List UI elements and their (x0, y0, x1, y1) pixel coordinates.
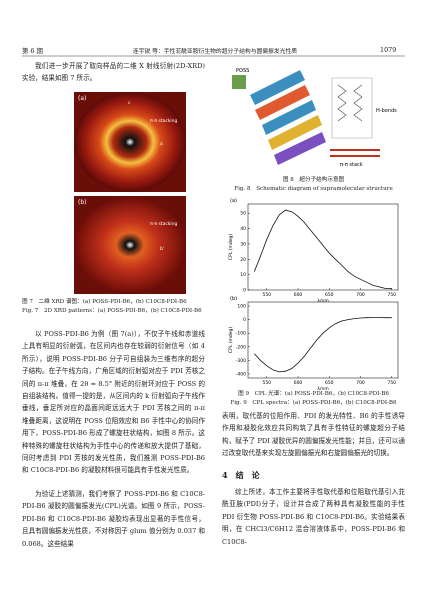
annotation: a (160, 142, 163, 147)
y-tick-label: 100 (237, 304, 246, 310)
x-tick-label: 550 (262, 380, 271, 386)
y-axis-label: CPL (mdeg) (228, 327, 234, 353)
issue: 第 6 期 (22, 47, 43, 55)
panel-label: (b) (78, 199, 87, 206)
x-tick-label: 700 (356, 292, 365, 298)
paragraph: 我们进一步开展了取向样品的二维 X 射线衍射(2D-XRD)实验，结果如图 7 … (22, 62, 205, 83)
panel-label: (a) (78, 95, 86, 102)
poss-cube (232, 75, 246, 89)
y-tick-label: 20 (240, 257, 246, 263)
caption: Fig. 8 Schematic diagram of supramolecul… (234, 186, 393, 192)
caption: Fig. 9 CPL spectra：(a) POSS-PDI-B6，(b) C… (230, 400, 397, 406)
caption: 图 8 超分子结构示意图 (282, 177, 345, 183)
annotation: π-π stacking (150, 118, 178, 124)
plot-frame (247, 203, 399, 291)
x-axis-label: λ/nm (317, 386, 328, 392)
y-tick-label: -400 (236, 371, 246, 377)
y-tick-label: -200 (236, 344, 246, 350)
x-tick-label: 600 (294, 292, 303, 298)
paragraph: 为验证上述猜测，我们考察了 POSS-PDI-B6 和 C10C8-PDI-B6… (22, 490, 205, 548)
annotation: H-bonds (376, 108, 397, 114)
plot-frame (247, 301, 399, 379)
paragraph: 以 POSS-PDI-B6 为例（图 7(a)），不仅子午线和赤道线上具有明显的… (22, 330, 205, 475)
page-number: 1079 (380, 46, 397, 54)
annotation: POSS (236, 68, 249, 74)
annotation: b' (160, 246, 164, 252)
caption: 图 9 CPL 光谱：(a) POSS-PDI-B6，(b) C10C8-PDI… (238, 391, 389, 397)
caption: Fig. 7 2D XRD patterns：(a) POSS-PDI-B6，(… (22, 308, 202, 314)
annotation: π-π stack (340, 162, 363, 168)
caption: 图 7 二维 XRD 谱图：(a) POSS-PDI-B6，(b) C10C8-… (22, 299, 187, 305)
x-tick-label: 700 (356, 380, 365, 386)
y-tick-label: 0 (243, 288, 246, 294)
x-axis-label: λ/nm (317, 298, 328, 304)
running-title: 连宇锐 等：手性苝酰亚胺衍生物的超分子结构与圆偏振发光性质 (132, 49, 298, 55)
schematic (232, 70, 380, 165)
annotation: c (128, 101, 131, 106)
y-axis-label: CPL (mdeg) (228, 234, 234, 260)
y-tick-label: 10 (240, 272, 246, 278)
panel-label: (a) (230, 198, 237, 204)
paragraph: 综上所述，本工作主要将手性取代基和位阻取代基引入苝酰亚胺(PDI)分子，设计并合… (222, 488, 405, 546)
annotation: π-π stacking (150, 221, 178, 227)
xrd-pattern-a (74, 92, 186, 192)
section-heading: 4 结 论 (222, 470, 260, 480)
x-tick-label: 650 (325, 292, 334, 298)
cpl-line (253, 209, 392, 289)
y-tick-label: -300 (236, 358, 246, 364)
y-tick-label: 50 (240, 211, 246, 217)
cpl-line (254, 317, 392, 373)
x-tick-label: 550 (262, 292, 271, 298)
x-tick-label: 650 (325, 380, 334, 386)
x-tick-label: 750 (387, 292, 396, 298)
y-tick-label: 30 (240, 241, 246, 247)
y-tick-label: 0 (243, 317, 246, 323)
panel-label: (b) (230, 296, 237, 302)
y-tick-label: 40 (240, 226, 246, 232)
y-tick-label: -100 (236, 331, 246, 337)
xrd-pattern-b (74, 196, 186, 294)
x-tick-label: 600 (294, 380, 303, 386)
paragraph: 表明，取代基的位阻作用、PDI 的发光特性、B6 的手性诱导作用和凝胶化效应共同… (222, 412, 405, 458)
x-tick-label: 750 (387, 380, 396, 386)
